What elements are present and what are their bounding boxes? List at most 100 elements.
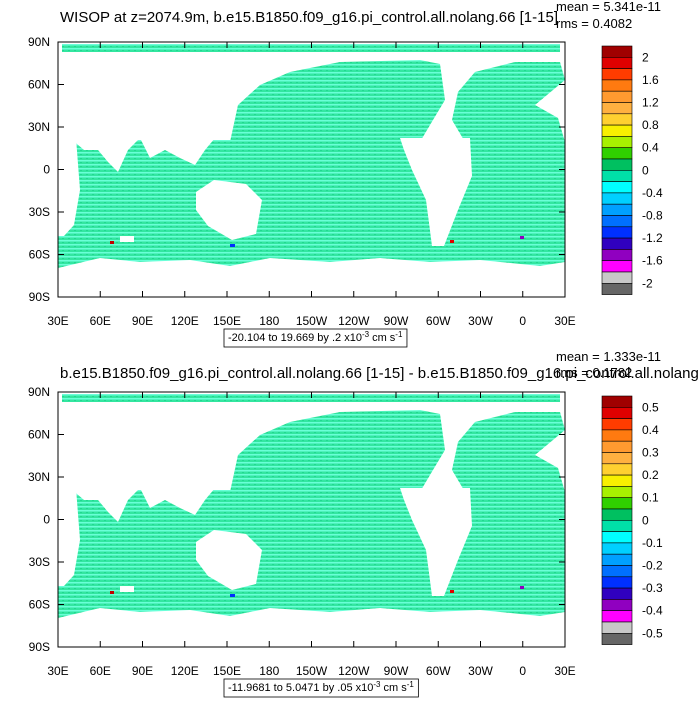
colorbar-box (601, 45, 633, 58)
colorbar-box (601, 158, 633, 171)
y-tick-label: 90S (29, 290, 50, 304)
colorbar-box (601, 102, 633, 115)
colorbar-box (601, 147, 633, 160)
colorbar-box (601, 271, 633, 284)
x-tick-label: 150W (296, 314, 328, 328)
colorbar-box (601, 452, 633, 465)
colorbar-box (601, 632, 633, 645)
range-label: -11.9681 to 5.0471 by .05 x10-3 cm s-1 (228, 680, 414, 694)
x-tick-label: 60E (90, 314, 111, 328)
x-tick-label: 30E (554, 314, 575, 328)
colorbar-box (601, 192, 633, 205)
colorbar-box (601, 429, 633, 442)
x-tick-label: 120W (338, 664, 370, 678)
colorbar-box (601, 68, 633, 81)
colorbar-box (601, 260, 633, 273)
colorbar-label: 0 (642, 513, 649, 527)
range-exponent: -3 (362, 330, 370, 339)
range-box (223, 678, 419, 698)
colorbar-label: -0.8 (642, 209, 663, 223)
y-tick-label: 90N (28, 385, 50, 399)
colorbar-label: -0.2 (642, 559, 663, 573)
x-tick-label: 90W (384, 314, 409, 328)
colorbar-box (601, 621, 633, 634)
colorbar-box (601, 463, 633, 476)
colorbar-box (601, 215, 633, 228)
colorbar-box (601, 531, 633, 544)
colorbar-label: -1.2 (642, 231, 663, 245)
colorbar-label: -0.3 (642, 581, 663, 595)
colorbar-box (601, 497, 633, 510)
rms-stat: rms = 0.1782 (556, 365, 632, 380)
range-text: -20.104 to 19.669 by .2 x10 (228, 332, 362, 344)
colorbar-label: -0.4 (642, 604, 663, 618)
colorbar-box (601, 170, 633, 182)
x-tick-label: 30W (468, 664, 493, 678)
panel-title: b.e15.B1850.f09_g16.pi_control.all.nolan… (60, 365, 700, 382)
colorbar-box (601, 203, 633, 216)
colorbar-box (601, 237, 633, 250)
x-tick-label: 30E (47, 664, 68, 678)
colorbar-label: 0.2 (642, 468, 659, 482)
colorbar-box (601, 610, 633, 623)
x-tick-label: 150E (213, 314, 241, 328)
colorbar-box (601, 249, 633, 261)
x-tick-label: 60W (426, 664, 451, 678)
colorbar-label: 0.4 (642, 423, 659, 437)
y-tick-label: 30S (29, 555, 50, 569)
range-text: -11.9681 to 5.0471 by .05 x10 (228, 682, 373, 694)
colorbar-box (601, 486, 633, 498)
ocean-field (58, 44, 565, 268)
colorbar-box (601, 553, 633, 566)
panel-title: WISOP at z=2074.9m, b.e15.B1850.f09_g16.… (60, 9, 558, 26)
x-tick-label: 120W (338, 314, 370, 328)
colorbar-box (601, 226, 633, 239)
range-exponent: -3 (373, 680, 381, 689)
range-label: -20.104 to 19.669 by .2 x10-3 cm s-1 (228, 330, 403, 344)
colorbar-box (601, 136, 633, 148)
colorbar-label: 1.6 (642, 73, 659, 87)
ocean-field (58, 394, 565, 618)
colorbar-label: -1.6 (642, 254, 663, 268)
colorbar-label: -2 (642, 276, 653, 290)
x-tick-label: 180 (259, 664, 279, 678)
x-tick-label: 0 (519, 664, 526, 678)
colorbar-box (601, 576, 633, 589)
x-tick-label: 120E (171, 314, 199, 328)
x-tick-label: 0 (519, 314, 526, 328)
mean-stat: mean = 5.341e-11 (556, 0, 661, 14)
y-tick-label: 60N (28, 428, 50, 442)
x-tick-label: 90E (132, 314, 153, 328)
colorbar-label: 0 (642, 163, 649, 177)
colorbar-label: -0.4 (642, 186, 663, 200)
x-tick-label: 90W (384, 664, 409, 678)
y-tick-label: 30N (28, 120, 50, 134)
colorbar-box (601, 587, 633, 600)
range-unit: cm s (383, 682, 407, 694)
colorbar-box (601, 542, 633, 555)
range-box (223, 328, 408, 348)
y-tick-label: 30S (29, 205, 50, 219)
colorbar-box (601, 282, 633, 295)
rms-stat: rms = 0.4082 (556, 16, 632, 31)
colorbar-box (601, 79, 633, 92)
map-panel: WISOP at z=2074.9m, b.e15.B1850.f09_g16.… (28, 0, 663, 348)
x-tick-label: 30E (554, 664, 575, 678)
colorbar-box (601, 418, 633, 431)
colorbar-box (601, 520, 633, 532)
range-unit-exponent: -1 (395, 330, 403, 339)
x-tick-label: 30W (468, 314, 493, 328)
map-panel: b.e15.B1850.f09_g16.pi_control.all.nolan… (28, 349, 700, 698)
colorbar-label: 1.2 (642, 96, 659, 110)
colorbar-label: 0.8 (642, 118, 659, 132)
y-tick-label: 0 (43, 513, 50, 527)
colorbar-label: -0.1 (642, 536, 663, 550)
y-tick-label: 90S (29, 640, 50, 654)
y-tick-label: 90N (28, 35, 50, 49)
colorbar-box (601, 474, 633, 487)
x-tick-label: 90E (132, 664, 153, 678)
y-tick-label: 60S (29, 248, 50, 262)
colorbar-box (601, 440, 633, 453)
mean-stat: mean = 1.333e-11 (556, 349, 661, 364)
x-tick-label: 120E (171, 664, 199, 678)
